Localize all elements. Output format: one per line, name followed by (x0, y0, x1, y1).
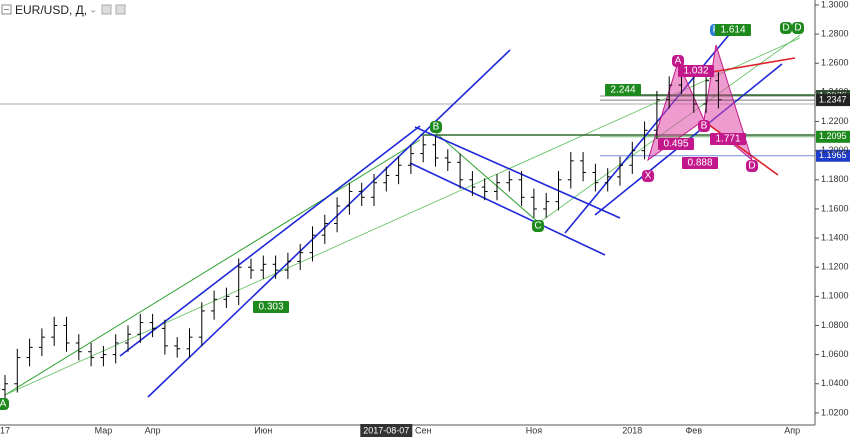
y-tick-label: 1.2400 (821, 87, 849, 97)
y-tick-label: 1.0600 (821, 349, 849, 359)
annotation-box (792, 22, 804, 34)
annotation-box (715, 24, 751, 36)
annotation-label: A (0, 399, 7, 410)
annotation-label: D (794, 23, 801, 34)
y-tick-label: 1.1400 (821, 232, 849, 242)
annotation-box (532, 220, 544, 232)
y-tick-label: 1.0400 (821, 378, 849, 388)
y-tick-label: 1.2200 (821, 116, 849, 126)
x-tick-label: Ноя (526, 425, 543, 435)
y-tick-label: 1.2800 (821, 28, 849, 38)
channel-line (147, 49, 511, 398)
annotation-label: 0.888 (687, 158, 712, 169)
annotation-box (430, 121, 442, 133)
x-tick-label: Сен (415, 425, 432, 435)
annotation-label: 0.495 (663, 139, 688, 150)
annotation-label: B (701, 121, 708, 132)
x-tick-label: Июн (254, 425, 272, 435)
annotation-label: D (782, 23, 789, 34)
trend-line (704, 121, 779, 176)
x-tick-label: Апр (784, 425, 800, 435)
collapse-icon[interactable] (1, 4, 12, 15)
dropdown-icon[interactable]: ⌄ (89, 5, 97, 16)
price-label: 1.2095 (819, 131, 847, 141)
x-tick-label: 2017-08-07 (363, 425, 409, 435)
annotation-box (746, 160, 758, 172)
annotation-box (605, 84, 641, 96)
annotation-label: 1.614 (720, 25, 745, 36)
annotation-box (0, 398, 9, 410)
price-label-box (816, 149, 850, 162)
annotation-box (642, 170, 654, 182)
chart-title: EUR/USD, Д, (15, 3, 87, 17)
x-tick-label: Фев (685, 425, 702, 435)
drawings (0, 29, 815, 398)
close-icon[interactable] (115, 4, 126, 15)
settings-icon[interactable] (101, 4, 112, 15)
y-tick-label: 1.3000 (821, 0, 849, 9)
annotation-label: 1.032 (683, 66, 708, 77)
price-bars (2, 66, 722, 399)
x-tick-label: Апр (145, 425, 161, 435)
y-tick-label: 1.2600 (821, 58, 849, 68)
x-tick-label: 17 (0, 425, 10, 435)
x-tick-label: Мар (95, 425, 113, 435)
annotation-box (658, 138, 694, 150)
annotation-box (672, 55, 684, 67)
channel-line (564, 29, 734, 234)
annotation-label: 1.771 (715, 134, 740, 145)
annotation-label: B (433, 122, 440, 133)
channel-line (414, 126, 621, 219)
y-tick-label: 1.1200 (821, 262, 849, 272)
x-tick-label: 2018 (622, 425, 642, 435)
channel-line (119, 125, 421, 357)
channel-line (409, 162, 606, 256)
price-label-box (816, 94, 850, 107)
annotation-label: C (534, 221, 541, 232)
y-tick-label: 1.1800 (821, 174, 849, 184)
y-tick-label: 1.1000 (821, 291, 849, 301)
crosshair-date-box (360, 424, 413, 437)
price-label-box (816, 130, 850, 143)
trend-line (4, 139, 421, 396)
annotation-label: 0.303 (258, 302, 283, 313)
annotation-label: 2.244 (610, 85, 635, 96)
annotation-box (682, 157, 718, 169)
annotation-label: X (645, 171, 652, 182)
annotation-box (780, 22, 792, 34)
price-label: 1.2347 (819, 94, 847, 104)
trend-line (711, 57, 796, 73)
y-tick-label: 1.0200 (821, 407, 849, 417)
annotation-box (710, 133, 746, 145)
overlay: 1.23751.23471.20951.1965ABCDDAXBDP2.2440… (0, 22, 850, 410)
annotation-label: D (748, 161, 755, 172)
annotation-label: A (675, 56, 682, 67)
trend-line (435, 132, 539, 223)
y-tick-label: 1.1600 (821, 203, 849, 213)
annotation-box (678, 65, 714, 77)
price-label: 1.1965 (819, 150, 847, 160)
y-tick-label: 1.2000 (821, 145, 849, 155)
annotation-box (698, 120, 710, 132)
annotation-box (253, 301, 289, 313)
y-tick-label: 1.0800 (821, 320, 849, 330)
